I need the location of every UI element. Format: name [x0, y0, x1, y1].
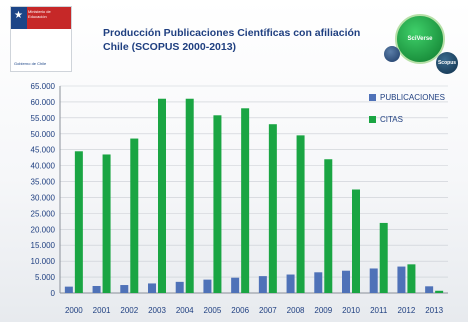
- bar-citas: [324, 159, 333, 293]
- bar-publicaciones: [397, 266, 406, 293]
- x-tick-label: 2005: [204, 306, 222, 315]
- bar-publicaciones: [203, 279, 212, 293]
- y-tick-label: 5.000: [35, 273, 56, 282]
- bar-publicaciones: [314, 272, 323, 293]
- x-tick-label: 2013: [425, 306, 443, 315]
- bar-citas: [185, 98, 194, 293]
- bar-publicaciones: [258, 276, 267, 293]
- legend: PUBLICACIONES CITAS: [369, 93, 445, 124]
- chart-title: Producción Publicaciones Científicas con…: [103, 26, 383, 54]
- bar-citas: [74, 151, 83, 293]
- x-tick-label: 2009: [314, 306, 332, 315]
- star-icon: ★: [14, 10, 23, 21]
- x-tick-label: 2001: [93, 306, 111, 315]
- bar-citas: [158, 98, 166, 293]
- bar-citas: [435, 290, 444, 293]
- y-tick-label: 40.000: [31, 162, 56, 171]
- x-tick-label: 2008: [287, 306, 305, 315]
- x-tick-label: 2010: [342, 306, 360, 315]
- bar-citas: [268, 124, 277, 293]
- legend-label: CITAS: [380, 115, 403, 124]
- bar-citas: [379, 222, 388, 293]
- y-tick-label: 60.000: [31, 98, 56, 107]
- x-tick-label: 2012: [398, 306, 416, 315]
- bar-citas: [407, 264, 416, 293]
- x-tick-label: 2004: [176, 306, 194, 315]
- scopus-logo: Scopus: [436, 52, 458, 74]
- x-tick-label: 2006: [231, 306, 249, 315]
- bar-publicaciones: [120, 285, 129, 293]
- x-tick-label: 2007: [259, 306, 277, 315]
- x-tick-label: 2011: [370, 306, 388, 315]
- bar-publicaciones: [148, 283, 156, 293]
- y-tick-label: 20.000: [31, 225, 56, 234]
- y-tick-label: 35.000: [31, 178, 56, 187]
- sciverse-logo: SciVerse: [395, 14, 445, 64]
- bar-citas: [241, 108, 250, 294]
- y-tick-label: 10.000: [31, 257, 56, 266]
- y-tick-label: 50.000: [31, 130, 56, 139]
- bar-publicaciones: [92, 285, 101, 293]
- y-tick-label: 30.000: [31, 193, 56, 202]
- chart-title-line-1: Producción Publicaciones Científicas con…: [103, 27, 361, 39]
- bar-publicaciones: [64, 286, 73, 293]
- bar-publicaciones: [342, 270, 350, 293]
- y-tick-label: 0: [51, 289, 56, 298]
- bar-citas: [296, 135, 305, 293]
- brand-circle-icon: [384, 46, 400, 62]
- legend-swatch: [369, 116, 376, 123]
- x-tick-label: 2000: [65, 306, 83, 315]
- y-tick-label: 45.000: [31, 146, 56, 155]
- bar-publicaciones: [286, 274, 295, 293]
- bar-citas: [352, 189, 360, 293]
- y-tick-labels: 0 5.000 10.000 15.000 20.000 25.000 30.000 35.0…: [31, 82, 56, 298]
- y-tick-label: 55.000: [31, 114, 56, 123]
- bar-citas: [130, 138, 139, 293]
- bar-citas: [213, 115, 222, 293]
- government-logo: ★ Ministerio de Educación Gobierno de Ch…: [10, 6, 72, 72]
- bar-publicaciones: [175, 281, 184, 293]
- x-tick-label: 2003: [148, 306, 166, 315]
- legend-swatch: [369, 94, 376, 101]
- bars: [64, 98, 444, 294]
- bar-publicaciones: [369, 268, 378, 293]
- y-tick-label: 15.000: [31, 241, 56, 250]
- x-tick-labels: 2000 2001 2002 2003 2004 2005 2006 2007 2008 2009…: [65, 306, 444, 315]
- government-footer-text: Gobierno de Chile: [14, 61, 47, 66]
- chart-title-line-2: Chile (SCOPUS 2000-2013): [103, 41, 237, 53]
- bar-publicaciones: [425, 286, 434, 293]
- y-tick-label: 25.000: [31, 209, 56, 218]
- legend-label: PUBLICACIONES: [380, 93, 445, 102]
- y-tick-label: 65.000: [31, 82, 56, 91]
- bar-citas: [102, 154, 111, 293]
- x-tick-label: 2002: [120, 306, 138, 315]
- bar-publicaciones: [231, 277, 240, 293]
- ministry-text: Ministerio de Educación: [28, 9, 51, 19]
